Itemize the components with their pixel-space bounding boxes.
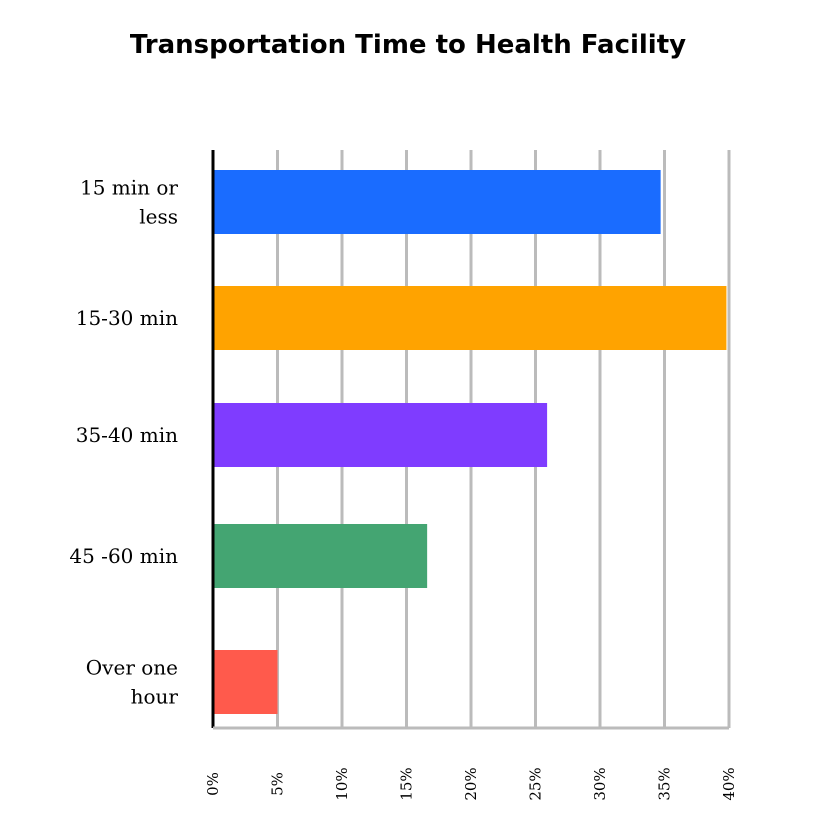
category-label: 35-40 min: [76, 423, 178, 447]
category-label-line: less: [139, 205, 178, 229]
chart-title: Transportation Time to Health Facility: [130, 30, 686, 60]
axes: [211, 150, 729, 730]
x-tick-label: 40%: [720, 767, 738, 800]
category-labels: 15 min or less 15-30 min 35-40 min 45 -60 mi…: [69, 176, 178, 709]
x-tick-label: 0%: [204, 772, 222, 796]
x-tick-label: 30%: [591, 767, 609, 800]
category-label-line: hour: [131, 685, 179, 709]
bar: [213, 524, 428, 588]
category-label: 15 min or less: [80, 176, 178, 229]
x-tick-label: 20%: [462, 767, 480, 800]
bar: [213, 650, 278, 714]
x-tick-label: 10%: [333, 767, 351, 800]
x-tick-label: 25%: [527, 767, 545, 800]
category-label-line: Over one: [86, 656, 178, 680]
bar: [213, 286, 727, 350]
x-tick-label: 5%: [269, 772, 287, 796]
category-label: 45 -60 min: [69, 544, 178, 568]
x-tick-label: 35%: [656, 767, 674, 800]
bar: [213, 170, 661, 234]
category-label-line: 15 min or: [80, 176, 178, 200]
category-label-line: 35-40 min: [76, 423, 178, 447]
bars: [213, 170, 727, 714]
category-label: 15-30 min: [76, 306, 178, 330]
category-label-line: 45 -60 min: [69, 544, 178, 568]
x-tick-labels: 0% 5% 10% 15% 20% 25% 30% 35% 40%: [204, 767, 738, 800]
bar: [213, 403, 548, 467]
x-tick-label: 15%: [398, 767, 416, 800]
category-label-line: 15-30 min: [76, 306, 178, 330]
category-label: Over one hour: [86, 656, 179, 709]
